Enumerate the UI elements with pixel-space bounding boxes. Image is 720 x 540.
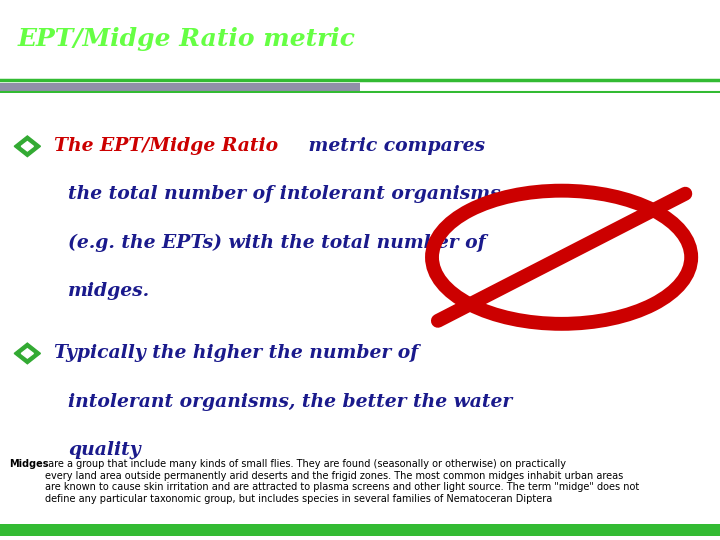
Text: The EPT/Midge Ratio: The EPT/Midge Ratio	[54, 137, 278, 156]
Text: EPT/Midge Ratio metric: EPT/Midge Ratio metric	[18, 27, 356, 51]
Polygon shape	[22, 349, 33, 358]
Polygon shape	[22, 141, 33, 151]
Text: are a group that include many kinds of small flies. They are found (seasonally o: are a group that include many kinds of s…	[45, 459, 639, 504]
Text: quality: quality	[68, 441, 141, 458]
Text: midges.: midges.	[68, 281, 150, 300]
Text: intolerant organisms, the better the water: intolerant organisms, the better the wat…	[68, 393, 513, 410]
Bar	[0, 83, 360, 91]
Text: metric compares: metric compares	[302, 137, 485, 156]
Text: (e.g. the EPTs) with the total number of: (e.g. the EPTs) with the total number of	[68, 233, 486, 252]
Text: Midges: Midges	[9, 459, 48, 469]
Text: Typically the higher the number of: Typically the higher the number of	[54, 345, 418, 362]
Polygon shape	[14, 343, 40, 364]
Text: the total number of intolerant organisms: the total number of intolerant organisms	[68, 185, 501, 204]
Polygon shape	[14, 136, 40, 157]
